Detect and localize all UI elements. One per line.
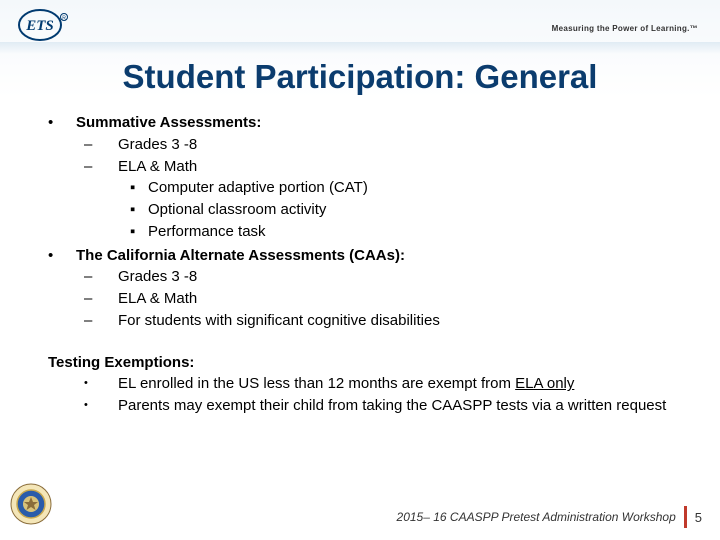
dash-icon: –: [84, 134, 118, 156]
bullet-summative: • Summative Assessments:: [48, 112, 680, 134]
square-icon: ▪: [130, 177, 148, 199]
exemption-pre: EL enrolled in the US less than 12 month…: [118, 375, 515, 392]
bullet-caa: • The California Alternate Assessments (…: [48, 245, 680, 267]
subbullet-caa-ela: – ELA & Math: [84, 288, 680, 310]
footer-text: 2015– 16 CAASPP Pretest Administration W…: [397, 510, 676, 524]
subsub-text: Optional classroom activity: [148, 199, 680, 221]
header-band: [0, 42, 720, 54]
content-area: • Summative Assessments: – Grades 3 -8 –…: [48, 110, 680, 417]
exemption-parents: • Parents may exempt their child from ta…: [84, 395, 680, 417]
svg-text:ETS: ETS: [25, 18, 54, 34]
subbullet-text: Grades 3 -8: [118, 134, 680, 156]
dash-icon: –: [84, 310, 118, 332]
square-icon: ▪: [130, 221, 148, 243]
bullet-text: Summative Assessments:: [76, 112, 680, 134]
exemption-el: • EL enrolled in the US less than 12 mon…: [84, 373, 680, 395]
bullet-dot-icon: •: [84, 373, 118, 395]
exemption-text: Parents may exempt their child from taki…: [118, 395, 680, 417]
slide: ETS R Measuring the Power of Learning.™ …: [0, 0, 720, 540]
subsub-optional: ▪ Optional classroom activity: [130, 199, 680, 221]
tagline: Measuring the Power of Learning.™: [552, 24, 698, 33]
ets-logo: ETS R: [18, 8, 78, 47]
exemptions-block: Testing Exemptions: • EL enrolled in the…: [48, 352, 680, 417]
subbullet-text: For students with significant cognitive …: [118, 310, 680, 332]
exemption-underline: ELA only: [515, 375, 574, 392]
dash-icon: –: [84, 266, 118, 288]
footer: 2015– 16 CAASPP Pretest Administration W…: [397, 506, 702, 528]
subsub-cat: ▪ Computer adaptive portion (CAT): [130, 177, 680, 199]
subsub-text: Performance task: [148, 221, 680, 243]
bullet-text: The California Alternate Assessments (CA…: [76, 245, 680, 267]
subbullet-ela-math: – ELA & Math: [84, 156, 680, 178]
exemption-text: EL enrolled in the US less than 12 month…: [118, 373, 680, 395]
subbullet-text: Grades 3 -8: [118, 266, 680, 288]
bullet-dot-icon: •: [48, 245, 76, 267]
page-number: 5: [695, 510, 702, 525]
cde-seal-icon: [10, 483, 52, 530]
subbullet-caa-grades: – Grades 3 -8: [84, 266, 680, 288]
square-icon: ▪: [130, 199, 148, 221]
subbullet-caa-cog: – For students with significant cognitiv…: [84, 310, 680, 332]
subbullet-text: ELA & Math: [118, 156, 680, 178]
slide-title: Student Participation: General: [0, 58, 720, 96]
dash-icon: –: [84, 156, 118, 178]
subbullet-text: ELA & Math: [118, 288, 680, 310]
subsub-text: Computer adaptive portion (CAT): [148, 177, 680, 199]
footer-divider: [684, 506, 687, 528]
subbullet-grades: – Grades 3 -8: [84, 134, 680, 156]
bullet-dot-icon: •: [48, 112, 76, 134]
bullet-dot-icon: •: [84, 395, 118, 417]
subsub-perf: ▪ Performance task: [130, 221, 680, 243]
svg-text:R: R: [62, 16, 66, 22]
dash-icon: –: [84, 288, 118, 310]
exemptions-title: Testing Exemptions:: [48, 352, 680, 374]
